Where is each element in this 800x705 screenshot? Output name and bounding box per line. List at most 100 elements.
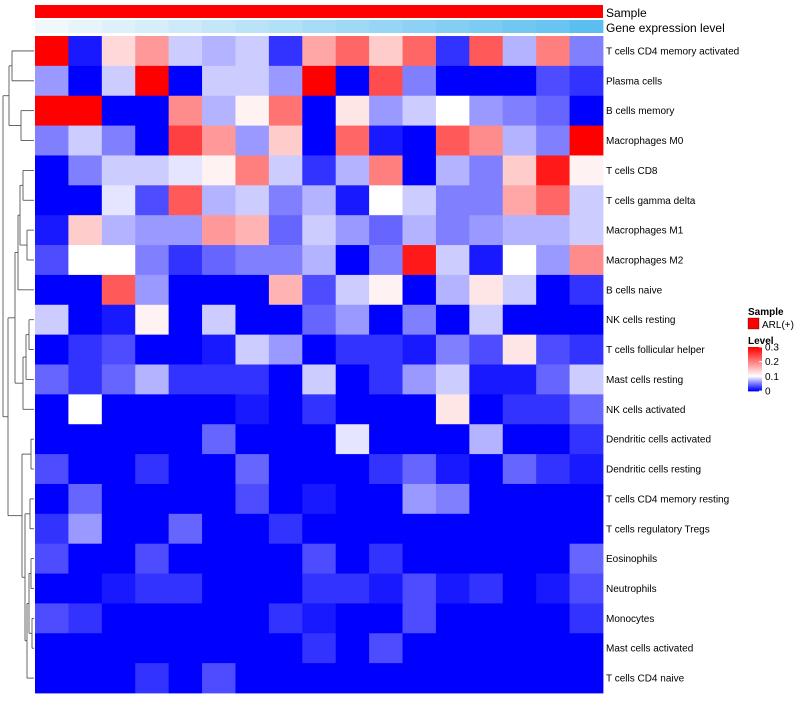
- heatmap-cell: [335, 245, 370, 276]
- heatmap-cell: [35, 483, 69, 515]
- heatmap-cell: [68, 364, 103, 395]
- heatmap-cell: [101, 663, 136, 694]
- heatmap-cell: [435, 454, 470, 485]
- heatmap-cell: [101, 245, 136, 276]
- row-label: T cells gamma delta: [606, 196, 696, 207]
- heatmap-cell: [101, 424, 136, 455]
- row-label: Eosinophils: [606, 554, 657, 565]
- heatmap-cell: [469, 394, 504, 425]
- row-label: B cells memory: [606, 106, 674, 117]
- heatmap-cell: [268, 454, 303, 485]
- heatmap-cell: [268, 125, 303, 156]
- heatmap-cell: [202, 603, 236, 634]
- heatmap-cell: [435, 334, 470, 365]
- heatmap-cell: [135, 603, 170, 634]
- heatmap-cell: [35, 633, 69, 664]
- heatmap-cell: [202, 245, 236, 276]
- heatmap-cell: [435, 36, 470, 67]
- heatmap-cell: [502, 65, 537, 97]
- heatmap-cell: [268, 215, 303, 246]
- heatmap-cell: [536, 185, 570, 216]
- heatmap-cell: [402, 394, 437, 425]
- heatmap-cell: [302, 633, 337, 664]
- heatmap-cell: [101, 125, 136, 156]
- heatmap-cell: [369, 663, 403, 694]
- heatmap-cell: [168, 573, 203, 604]
- heatmap-cell: [402, 424, 437, 455]
- heatmap-cell: [302, 483, 337, 515]
- row-label: T cells CD4 memory resting: [606, 494, 729, 505]
- heatmap-cell: [68, 185, 103, 216]
- row-label: T cells CD8: [606, 166, 658, 177]
- heatmap-cell: [202, 125, 236, 156]
- heatmap-cell: [402, 513, 437, 545]
- heatmap-cell: [202, 364, 236, 395]
- gene-expression-annotation-cell: [202, 20, 236, 33]
- legend-level-tick-label: 0: [765, 387, 771, 398]
- heatmap-cell: [335, 424, 370, 455]
- heatmap-cell: [369, 36, 403, 67]
- heatmap-cell: [369, 364, 403, 395]
- heatmap-cell: [502, 125, 537, 156]
- legend-level-gradient-step: [748, 380, 762, 382]
- heatmap-cell: [335, 215, 370, 246]
- heatmap-cell: [369, 424, 403, 455]
- heatmap-cell: [502, 394, 537, 425]
- gene-expression-annotation-cell: [135, 20, 170, 33]
- heatmap-cell: [68, 394, 103, 425]
- heatmap-cell: [469, 185, 504, 216]
- heatmap-cell: [402, 95, 437, 126]
- heatmap-cell: [35, 65, 69, 97]
- heatmap-cell: [235, 65, 270, 97]
- heatmap-cell: [435, 185, 470, 216]
- gene-expression-annotation-cell: [235, 20, 270, 33]
- heatmap-cell: [302, 603, 337, 634]
- heatmap-cell: [302, 185, 337, 216]
- heatmap-cell: [469, 543, 504, 574]
- heatmap-cell: [369, 274, 403, 306]
- heatmap-cell: [569, 185, 604, 216]
- heatmap-cell: [302, 155, 337, 186]
- heatmap-cell: [402, 633, 437, 664]
- gene-expression-annotation-cell: [369, 20, 403, 33]
- heatmap-cell: [202, 513, 236, 545]
- legend-level-gradient-step: [748, 387, 762, 390]
- heatmap-cell: [68, 663, 103, 694]
- heatmap-cell: [402, 274, 437, 306]
- heatmap-cell: [335, 663, 370, 694]
- row-label: Mast cells activated: [606, 644, 693, 655]
- heatmap-cell: [35, 603, 69, 634]
- heatmap-cell: [435, 245, 470, 276]
- row-label: Plasma cells: [606, 76, 662, 87]
- legend-level-gradient-step: [748, 364, 762, 367]
- heatmap-cell: [268, 334, 303, 365]
- heatmap-cell: [369, 603, 403, 634]
- gene-expression-annotation-cell: [536, 20, 570, 33]
- legend-level-gradient-step: [748, 347, 762, 349]
- heatmap-cell: [502, 155, 537, 186]
- heatmap-cell: [369, 185, 403, 216]
- heatmap-cell: [235, 245, 270, 276]
- gene-expression-annotation-cell: [335, 20, 370, 33]
- heatmap-cell: [235, 364, 270, 395]
- heatmap-cell: [268, 663, 303, 694]
- heatmap-cell: [335, 483, 370, 515]
- heatmap-cell: [35, 215, 69, 246]
- heatmap-cell: [101, 543, 136, 574]
- row-label: Macrophages M1: [606, 226, 684, 237]
- legend-level-gradient-step: [748, 383, 762, 385]
- heatmap-cell: [235, 424, 270, 455]
- legend-level-gradient-step: [748, 371, 762, 373]
- heatmap-cell: [536, 603, 570, 634]
- heatmap-cell: [101, 483, 136, 515]
- heatmap-cell: [369, 125, 403, 156]
- heatmap-cell: [268, 394, 303, 425]
- row-dendrogram: [2, 50, 34, 679]
- legend-level: Level 0.3 0.2 0.1 0: [748, 336, 779, 398]
- heatmap-cell: [402, 543, 437, 574]
- heatmap-cell: [502, 215, 537, 246]
- heatmap-cell: [335, 185, 370, 216]
- legend-level-gradient-step: [748, 366, 762, 369]
- legend-level-gradient-step: [748, 349, 762, 351]
